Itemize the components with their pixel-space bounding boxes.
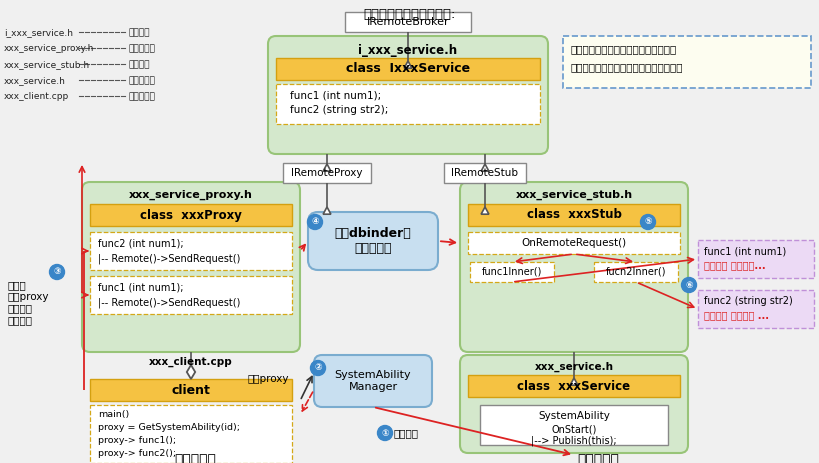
- Text: proxy-> func1();: proxy-> func1();: [98, 436, 176, 445]
- Text: func1Inner(): func1Inner(): [482, 267, 541, 277]
- FancyBboxPatch shape: [459, 355, 687, 453]
- FancyBboxPatch shape: [314, 355, 432, 407]
- Text: SystemAbility
Manager: SystemAbility Manager: [334, 370, 411, 392]
- Text: func1 (int num1);: func1 (int num1);: [98, 282, 183, 292]
- Text: xxx_service.h: xxx_service.h: [4, 76, 66, 85]
- Bar: [469, 262, 554, 282]
- Text: OnRemoteRequest(): OnRemoteRequest(): [521, 238, 626, 248]
- Bar: [468, 232, 679, 254]
- Text: xxx_service.h: xxx_service.h: [534, 362, 613, 372]
- Text: IRemoteProxy: IRemoteProxy: [291, 168, 362, 178]
- Text: proxy-> func2();: proxy-> func2();: [98, 449, 176, 458]
- Text: 服务端与客户端都继承此接口进行开发。: 服务端与客户端都继承此接口进行开发。: [570, 62, 683, 72]
- Text: func2 (string str2): func2 (string str2): [704, 296, 792, 306]
- Text: ④: ④: [310, 218, 319, 226]
- Circle shape: [377, 425, 392, 440]
- Text: i_xxx_service.h: i_xxx_service.h: [4, 28, 73, 37]
- Bar: [90, 204, 292, 226]
- Text: |-- Remote()->SendRequest(): |-- Remote()->SendRequest(): [98, 253, 240, 263]
- Text: |--> Publish(this);: |--> Publish(this);: [531, 436, 616, 446]
- Bar: [563, 36, 810, 88]
- Text: xxx_service_stub.h: xxx_service_stub.h: [4, 60, 90, 69]
- Text: class  xxxProxy: class xxxProxy: [140, 208, 242, 221]
- Bar: [468, 375, 679, 397]
- FancyBboxPatch shape: [308, 212, 437, 270]
- Text: 业务实现 入口方法...: 业务实现 入口方法...: [704, 260, 765, 270]
- Circle shape: [307, 214, 322, 230]
- Circle shape: [640, 214, 654, 230]
- Text: class  xxxStub: class xxxStub: [526, 208, 621, 221]
- Text: xxx_client.cpp: xxx_client.cpp: [149, 357, 233, 367]
- Bar: [276, 58, 540, 80]
- Polygon shape: [481, 164, 488, 171]
- Bar: [468, 204, 679, 226]
- Bar: [697, 240, 813, 278]
- Text: |-- Remote()->SendRequest(): |-- Remote()->SendRequest(): [98, 297, 240, 307]
- Text: 注册服务: 注册服务: [393, 428, 419, 438]
- Text: IRemoteStub: IRemoteStub: [451, 168, 518, 178]
- FancyBboxPatch shape: [459, 182, 687, 352]
- Circle shape: [681, 277, 695, 293]
- Text: IRemoteBroker: IRemoteBroker: [366, 17, 449, 27]
- Text: func1 (int num1);: func1 (int num1);: [290, 90, 381, 100]
- Text: class  xxxService: class xxxService: [517, 380, 630, 393]
- Text: ⑤: ⑤: [644, 218, 651, 226]
- Text: 接口定义: 接口定义: [129, 28, 151, 37]
- Text: 类关系及工作原理示意图:: 类关系及工作原理示意图:: [364, 8, 455, 21]
- Bar: [283, 163, 370, 183]
- Circle shape: [310, 361, 325, 375]
- Polygon shape: [187, 365, 195, 379]
- Text: 取得proxy: 取得proxy: [247, 374, 289, 384]
- Bar: [479, 405, 667, 445]
- Text: ①: ①: [381, 428, 388, 438]
- Text: 客户端程序: 客户端程序: [129, 92, 156, 101]
- Polygon shape: [323, 164, 331, 171]
- Bar: [90, 405, 292, 463]
- Text: fucn2Inner(): fucn2Inner(): [605, 267, 665, 277]
- Text: i_xxx_service.h: i_xxx_service.h: [358, 44, 457, 57]
- Text: 接口文件，定义所有的远程调用方法。: 接口文件，定义所有的远程调用方法。: [570, 44, 676, 54]
- Bar: [90, 232, 292, 270]
- Bar: [443, 163, 525, 183]
- Text: xxx_client.cpp: xxx_client.cpp: [4, 92, 69, 101]
- Text: 基于dbinder的
进程间通信: 基于dbinder的 进程间通信: [334, 227, 411, 255]
- Text: xxx_service_stub.h: xxx_service_stub.h: [515, 190, 631, 200]
- Bar: [90, 379, 292, 401]
- Text: 业务实现 入口方法 ...: 业务实现 入口方法 ...: [704, 310, 768, 320]
- Text: func2 (string str2);: func2 (string str2);: [290, 105, 388, 115]
- Text: main(): main(): [98, 410, 129, 419]
- Text: xxx_service_proxy.h: xxx_service_proxy.h: [4, 44, 94, 53]
- Text: class  IxxxService: class IxxxService: [346, 63, 469, 75]
- Text: 服务端进程: 服务端进程: [577, 453, 618, 463]
- Text: 服务端桩: 服务端桩: [129, 60, 151, 69]
- Text: 客户端
使用proxy
发起远程
方法调用: 客户端 使用proxy 发起远程 方法调用: [8, 280, 49, 325]
- Text: 客户端进程: 客户端进程: [174, 453, 215, 463]
- Text: 客户端代理: 客户端代理: [129, 44, 156, 53]
- Text: ②: ②: [314, 363, 321, 373]
- Text: proxy = GetSystemAbility(id);: proxy = GetSystemAbility(id);: [98, 423, 240, 432]
- Text: client: client: [171, 383, 210, 396]
- Text: SystemAbility: SystemAbility: [537, 411, 609, 421]
- Bar: [697, 290, 813, 328]
- Text: func2 (int num1);: func2 (int num1);: [98, 238, 183, 248]
- Text: ⑥: ⑥: [685, 281, 692, 289]
- Text: 服务端程序: 服务端程序: [129, 76, 156, 85]
- Bar: [90, 276, 292, 314]
- Text: xxx_service_proxy.h: xxx_service_proxy.h: [129, 190, 252, 200]
- Polygon shape: [323, 207, 331, 214]
- Bar: [345, 12, 470, 32]
- FancyBboxPatch shape: [82, 182, 300, 352]
- Text: ③: ③: [53, 268, 61, 276]
- Polygon shape: [404, 61, 411, 68]
- Circle shape: [49, 264, 65, 280]
- Bar: [593, 262, 677, 282]
- Polygon shape: [481, 207, 488, 214]
- FancyBboxPatch shape: [268, 36, 547, 154]
- Polygon shape: [569, 378, 577, 385]
- Text: OnStart(): OnStart(): [550, 424, 596, 434]
- Text: func1 (int num1): func1 (int num1): [704, 246, 785, 256]
- Bar: [276, 84, 540, 124]
